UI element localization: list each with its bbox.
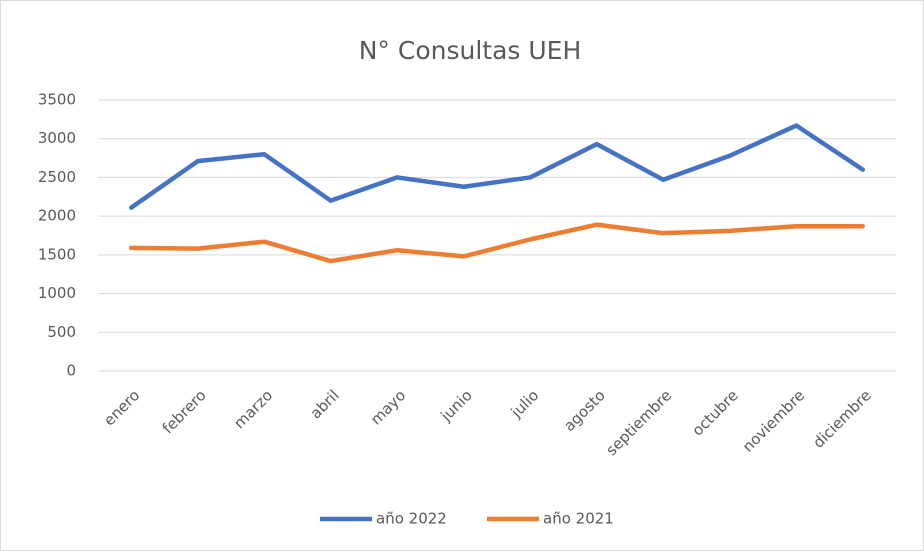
y-tick-label: 1500 <box>38 245 76 263</box>
y-tick-label: 2000 <box>38 207 76 225</box>
y-tick-label: 3000 <box>38 129 76 147</box>
series-line <box>129 123 865 210</box>
y-tick-label: 1000 <box>38 284 76 302</box>
legend-label: año 2021 <box>543 510 614 528</box>
series-line <box>129 222 865 264</box>
legend-label: año 2022 <box>376 510 447 528</box>
y-tick-label: 500 <box>47 323 76 341</box>
y-tick-label: 2500 <box>38 168 76 186</box>
chart-title: N° Consultas UEH <box>359 36 582 65</box>
y-tick-label: 3500 <box>38 91 76 109</box>
y-tick-label: 0 <box>66 362 76 380</box>
